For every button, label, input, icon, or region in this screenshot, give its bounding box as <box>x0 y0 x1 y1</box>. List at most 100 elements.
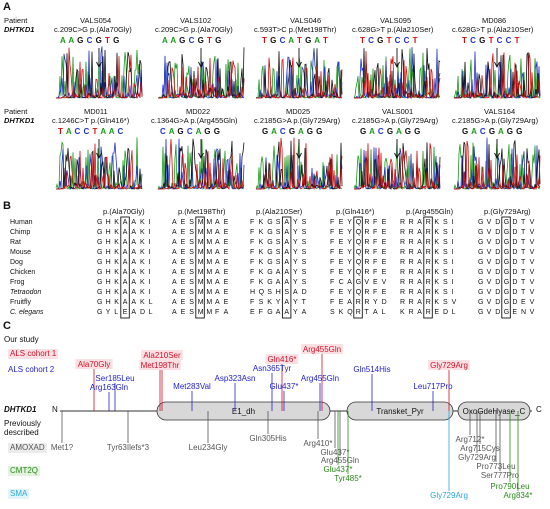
residue: R <box>400 259 406 266</box>
r1-v0: c.209C>G p.(Ala70Gly) <box>54 25 132 34</box>
residue: K <box>267 299 272 306</box>
conserved-box <box>353 216 363 319</box>
variant-label: Asn365Tyr <box>253 364 292 373</box>
conserved-box <box>120 216 130 319</box>
residue: A <box>122 299 128 306</box>
residue: I <box>148 269 151 276</box>
residue: F <box>330 259 335 266</box>
residue: R <box>364 249 370 256</box>
residue: R <box>408 219 414 226</box>
residue: A <box>172 299 177 306</box>
residue: G <box>97 259 103 266</box>
trace-line <box>256 48 343 99</box>
residue: S <box>275 229 281 236</box>
residue: G <box>355 279 362 286</box>
residue: A <box>275 309 281 316</box>
trace-line <box>56 143 143 191</box>
residue: S <box>189 219 194 226</box>
residue: A <box>417 289 422 296</box>
species-name: Human <box>10 219 33 226</box>
residue: E <box>381 249 387 256</box>
residue: R <box>364 229 370 236</box>
residue: K <box>434 229 440 236</box>
residue: D <box>495 219 501 226</box>
residue: A <box>131 219 137 226</box>
r1-p1: VALS102 <box>180 16 212 25</box>
residue: E <box>223 239 229 246</box>
r2-seq3: G A C G A G G <box>360 127 421 136</box>
sma-label: SMA <box>8 489 30 499</box>
residue: E <box>338 259 344 266</box>
residue: G <box>503 289 510 296</box>
residue: Y <box>347 229 352 236</box>
residue: R <box>400 289 406 296</box>
variant-label: Ser777Pro <box>481 471 520 480</box>
residue: K <box>140 299 145 306</box>
residue: G <box>503 299 510 306</box>
residue: M <box>206 309 213 316</box>
variant-label: Pro773Leu <box>476 462 515 471</box>
residue: F <box>373 219 378 226</box>
residue: G <box>478 259 484 266</box>
species-name: Dog <box>10 259 23 266</box>
residue: K <box>258 219 264 226</box>
residue: G <box>478 299 484 306</box>
trace-line <box>158 138 245 190</box>
residue: K <box>140 269 145 276</box>
r2-p0: MD011 <box>84 107 108 116</box>
described-label: described <box>4 428 39 437</box>
residue: M <box>206 249 213 256</box>
residue: S <box>275 239 281 246</box>
trace-line <box>454 52 541 99</box>
residue: V <box>529 229 535 236</box>
residue: L <box>148 309 153 316</box>
residue: K <box>114 229 119 236</box>
residue: E <box>180 249 186 256</box>
residue: E <box>180 259 186 266</box>
residue: A <box>122 229 128 236</box>
mutation-arrow <box>494 139 500 160</box>
residue: E <box>373 279 378 286</box>
residue: K <box>140 249 145 256</box>
residue: V <box>529 239 535 246</box>
residue: A <box>172 249 177 256</box>
residue: R <box>408 289 414 296</box>
residue: M <box>197 299 204 306</box>
residue: L <box>451 309 456 316</box>
residue: K <box>434 289 440 296</box>
residue: K <box>114 289 119 296</box>
residue: E <box>180 229 186 236</box>
alignment-header: p.(Gln416*) <box>336 207 375 216</box>
variant-label: Arg834* <box>504 491 533 500</box>
residue: E <box>381 239 387 246</box>
residue: K <box>400 309 405 316</box>
residue: A <box>417 299 422 306</box>
residue: K <box>114 259 119 266</box>
residue: D <box>495 299 501 306</box>
residue: R <box>355 309 361 316</box>
r2-v3: c.2185G>A p.(Gly729Arg) <box>352 116 439 125</box>
variant-label: Gln305His <box>249 434 286 443</box>
residue: G <box>503 229 510 236</box>
variant-label: Arg163Gln <box>90 383 128 392</box>
residue: L <box>148 299 153 306</box>
residue: Q <box>355 229 362 236</box>
residue: R <box>364 289 370 296</box>
residue: E <box>223 289 229 296</box>
residue: V <box>486 219 492 226</box>
residue: T <box>521 289 526 296</box>
residue: S <box>284 289 290 296</box>
residue: Y <box>293 309 298 316</box>
species-name: Fruitfly <box>10 299 31 306</box>
residue: A <box>373 309 378 316</box>
residue: I <box>451 289 454 296</box>
variant-label: Leu717Pro <box>413 382 453 391</box>
residue: E <box>223 279 229 286</box>
residue: G <box>478 289 484 296</box>
conserved-box <box>501 216 511 319</box>
residue: H <box>105 279 111 286</box>
residue: Q <box>347 309 353 316</box>
residue: R <box>425 219 431 226</box>
residue: V <box>529 309 535 316</box>
